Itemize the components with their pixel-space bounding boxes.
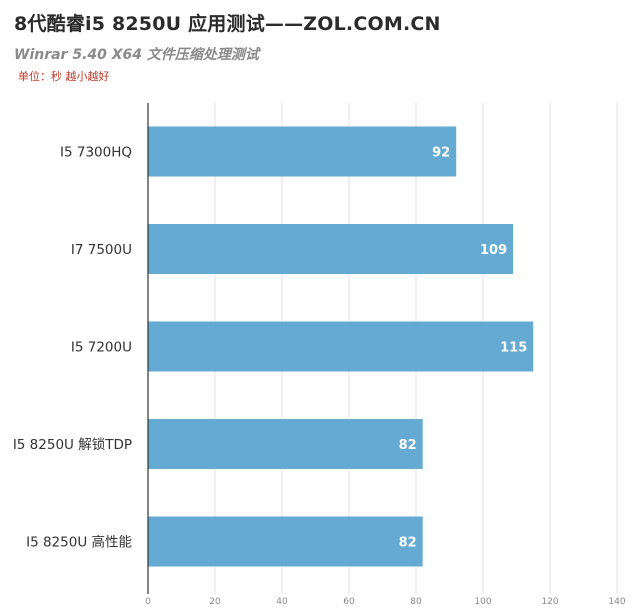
bar	[148, 126, 457, 177]
x-tick-label: 40	[276, 597, 288, 607]
x-tick-label: 80	[410, 597, 422, 607]
bar-value-label: 109	[480, 243, 507, 258]
x-tick-labels: 0 20 40 60 80 100 120 140	[145, 597, 626, 607]
bar-value-label: 82	[399, 536, 417, 551]
category-labels: I5 7300HQ I7 7500U I5 7200U I5 8250U 解锁TDP I…	[13, 145, 132, 551]
chart-title: 8代酷睿i5 8250U 应用测试——ZOL.COM.CN	[14, 13, 441, 35]
bar	[148, 224, 514, 274]
bar	[148, 419, 423, 469]
x-tick-label: 100	[474, 597, 491, 607]
bars: 92 109 115 82 82	[148, 126, 534, 567]
bar-value-label: 115	[500, 341, 527, 356]
x-tick-label: 60	[343, 597, 355, 607]
x-tick-label: 120	[541, 597, 558, 607]
category-label: I5 7200U	[71, 340, 132, 356]
category-label: I7 7500U	[71, 242, 132, 258]
bar	[148, 321, 534, 372]
bar	[148, 516, 423, 567]
bar-value-label: 82	[399, 438, 417, 453]
chart-subtitle: Winrar 5.40 X64 文件压缩处理测试	[14, 47, 259, 63]
category-label: I5 8250U 解锁TDP	[13, 437, 132, 453]
x-tick-label: 0	[145, 597, 151, 607]
category-label: I5 7300HQ	[60, 145, 132, 161]
x-tick-label: 20	[209, 597, 221, 607]
x-tick-label: 140	[608, 597, 625, 607]
unit-note: 单位：秒 越小越好	[18, 70, 110, 83]
category-label: I5 8250U 高性能	[26, 534, 132, 551]
bar-value-label: 92	[432, 146, 450, 161]
